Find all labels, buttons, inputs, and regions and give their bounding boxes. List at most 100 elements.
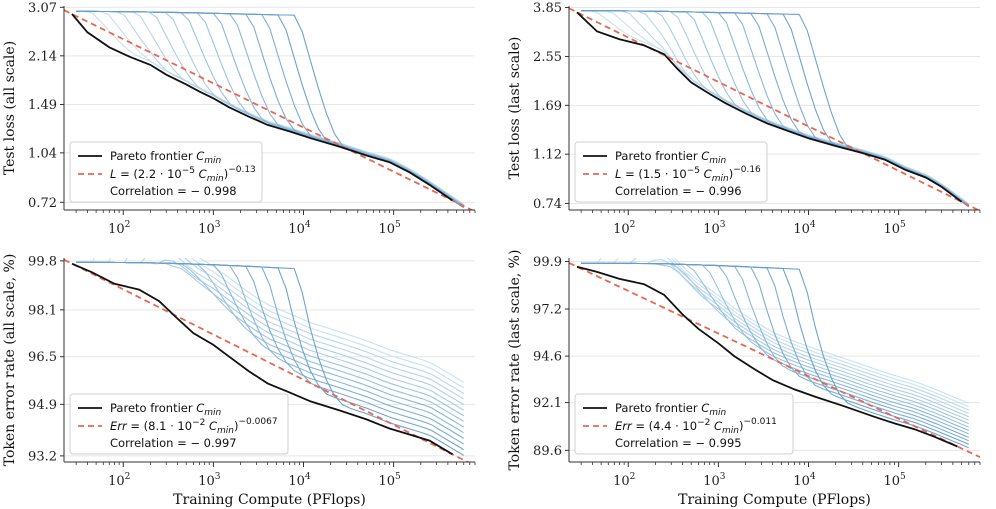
legend-correlation-label: Correlation = − 0.998 <box>110 184 237 198</box>
legend-fit-exponent: −0.0067 <box>239 417 278 427</box>
x-tick-base: 10 <box>288 222 305 237</box>
y-tick-label-1: 0.74 <box>533 197 562 212</box>
legend-pareto-text: Pareto frontier <box>110 149 196 163</box>
x-tick-label-1: 102 <box>108 472 130 489</box>
x-tick-base: 10 <box>883 222 900 237</box>
legend-fit-close: ) <box>739 419 744 433</box>
legend-box <box>69 141 263 203</box>
legend-fit-close: ) <box>224 167 229 181</box>
x-tick-label-1: 102 <box>613 472 635 489</box>
y-tick-label-1: 93.2 <box>28 449 57 464</box>
legend-correlation-label: Correlation = − 0.995 <box>615 436 742 450</box>
x-tick-base: 10 <box>108 474 125 489</box>
x-tick-exponent: 3 <box>720 472 726 482</box>
x-tick-exponent: 5 <box>395 472 401 482</box>
training-run-3 <box>581 258 969 411</box>
y-tick-label-5: 3.07 <box>28 1 57 16</box>
legend-fit-c-subscript: min <box>207 174 224 184</box>
x-tick-exponent: 3 <box>720 220 726 230</box>
legend-fit-prefix-exponent: −5 <box>687 166 700 176</box>
training-run-2 <box>76 258 464 389</box>
legend-fit-label: Err = (4.4 · 10−2 Cmin)−0.011 <box>615 417 777 436</box>
x-tick-exponent: 4 <box>810 472 816 482</box>
x-tick-label-2: 103 <box>703 220 726 237</box>
legend-pareto-label: Pareto frontier Cmin <box>615 149 727 166</box>
x-axis-label: Training Compute (PFlops) <box>678 492 871 508</box>
x-axis-label: Training Compute (PFlops) <box>173 492 366 508</box>
y-tick-label-2: 94.9 <box>28 398 57 413</box>
x-tick-exponent: 5 <box>900 220 906 230</box>
legend-pareto-text: Pareto frontier <box>615 149 701 163</box>
legend-fit-symbol: L <box>615 167 621 181</box>
x-tick-exponent: 4 <box>305 220 311 230</box>
legend-correlation-label: Correlation = − 0.996 <box>615 184 742 198</box>
training-run-1 <box>76 258 464 383</box>
x-tick-base: 10 <box>108 222 125 237</box>
legend-fit-exponent: −0.13 <box>228 165 256 175</box>
legend-pareto-symbol: C <box>196 149 204 163</box>
x-tick-base: 10 <box>793 222 810 237</box>
y-tick-label-4: 2.55 <box>533 50 562 65</box>
x-tick-label-2: 103 <box>198 472 221 489</box>
y-tick-label-4: 2.14 <box>28 49 57 64</box>
legend-fit-exponent: −0.011 <box>744 417 777 427</box>
legend-fit-prefix-exponent: −2 <box>192 418 205 428</box>
legend-fit-c-subscript: min <box>722 426 739 436</box>
y-tick-label-3: 96.5 <box>28 350 57 365</box>
legend-fit-label: L = (1.5 · 10−5 Cmin)−0.16 <box>615 165 761 184</box>
legend-fit-c-subscript: min <box>217 426 234 436</box>
legend-fit-prefix: = (4.4 · 10 <box>632 419 697 433</box>
pareto-frontier-line <box>576 11 963 203</box>
legend-pareto-symbol: C <box>196 401 204 415</box>
x-tick-exponent: 5 <box>900 472 906 482</box>
legend-box <box>574 393 794 455</box>
legend-fit-prefix: = (2.2 · 10 <box>116 167 181 181</box>
x-tick-base: 10 <box>703 222 720 237</box>
legend-fit-c-symbol: C <box>205 419 217 433</box>
training-run-14 <box>76 261 464 456</box>
y-tick-label-5: 99.9 <box>533 255 562 270</box>
x-tick-base: 10 <box>378 222 395 237</box>
x-tick-exponent: 2 <box>630 220 636 230</box>
x-tick-base: 10 <box>198 222 215 237</box>
x-tick-base: 10 <box>613 222 630 237</box>
legend-pareto-subscript: min <box>709 156 726 166</box>
x-tick-exponent: 2 <box>125 220 131 230</box>
x-tick-base: 10 <box>703 474 720 489</box>
training-run-3 <box>76 258 464 394</box>
x-tick-label-1: 102 <box>108 220 130 237</box>
y-tick-label-1: 89.6 <box>533 444 562 459</box>
y-tick-label-1: 0.72 <box>28 196 57 211</box>
y-axis-label: Test loss (all scale) <box>2 41 18 175</box>
x-tick-exponent: 2 <box>630 472 636 482</box>
x-tick-label-3: 104 <box>793 220 816 237</box>
x-tick-label-4: 105 <box>378 220 401 237</box>
fit-line <box>569 7 980 210</box>
legend-pareto-label: Pareto frontier Cmin <box>615 401 727 418</box>
legend-fit-prefix-exponent: −2 <box>697 418 710 428</box>
x-tick-base: 10 <box>793 474 810 489</box>
y-tick-label-4: 97.2 <box>533 303 562 318</box>
legend-fit-label: L = (2.2 · 10−5 Cmin)−0.13 <box>110 165 256 184</box>
x-tick-label-4: 105 <box>378 472 401 489</box>
x-tick-label-2: 103 <box>198 220 221 237</box>
legend-pareto-label: Pareto frontier Cmin <box>110 401 222 418</box>
legend-fit-c-subscript: min <box>712 174 729 184</box>
training-run-14 <box>581 262 969 449</box>
legend-fit-label: Err = (8.1 · 10−2 Cmin)−0.0067 <box>110 417 278 436</box>
x-tick-base: 10 <box>288 474 305 489</box>
legend-pareto-symbol: C <box>701 149 709 163</box>
legend-fit-prefix: = (8.1 · 10 <box>127 419 192 433</box>
x-tick-label-3: 104 <box>793 472 816 489</box>
x-tick-exponent: 3 <box>215 220 221 230</box>
y-tick-label-3: 1.49 <box>28 98 57 113</box>
x-tick-base: 10 <box>198 474 215 489</box>
fit-line <box>64 9 474 210</box>
x-tick-exponent: 4 <box>810 220 816 230</box>
pareto-frontier-line <box>576 265 958 448</box>
x-tick-label-3: 104 <box>288 472 311 489</box>
